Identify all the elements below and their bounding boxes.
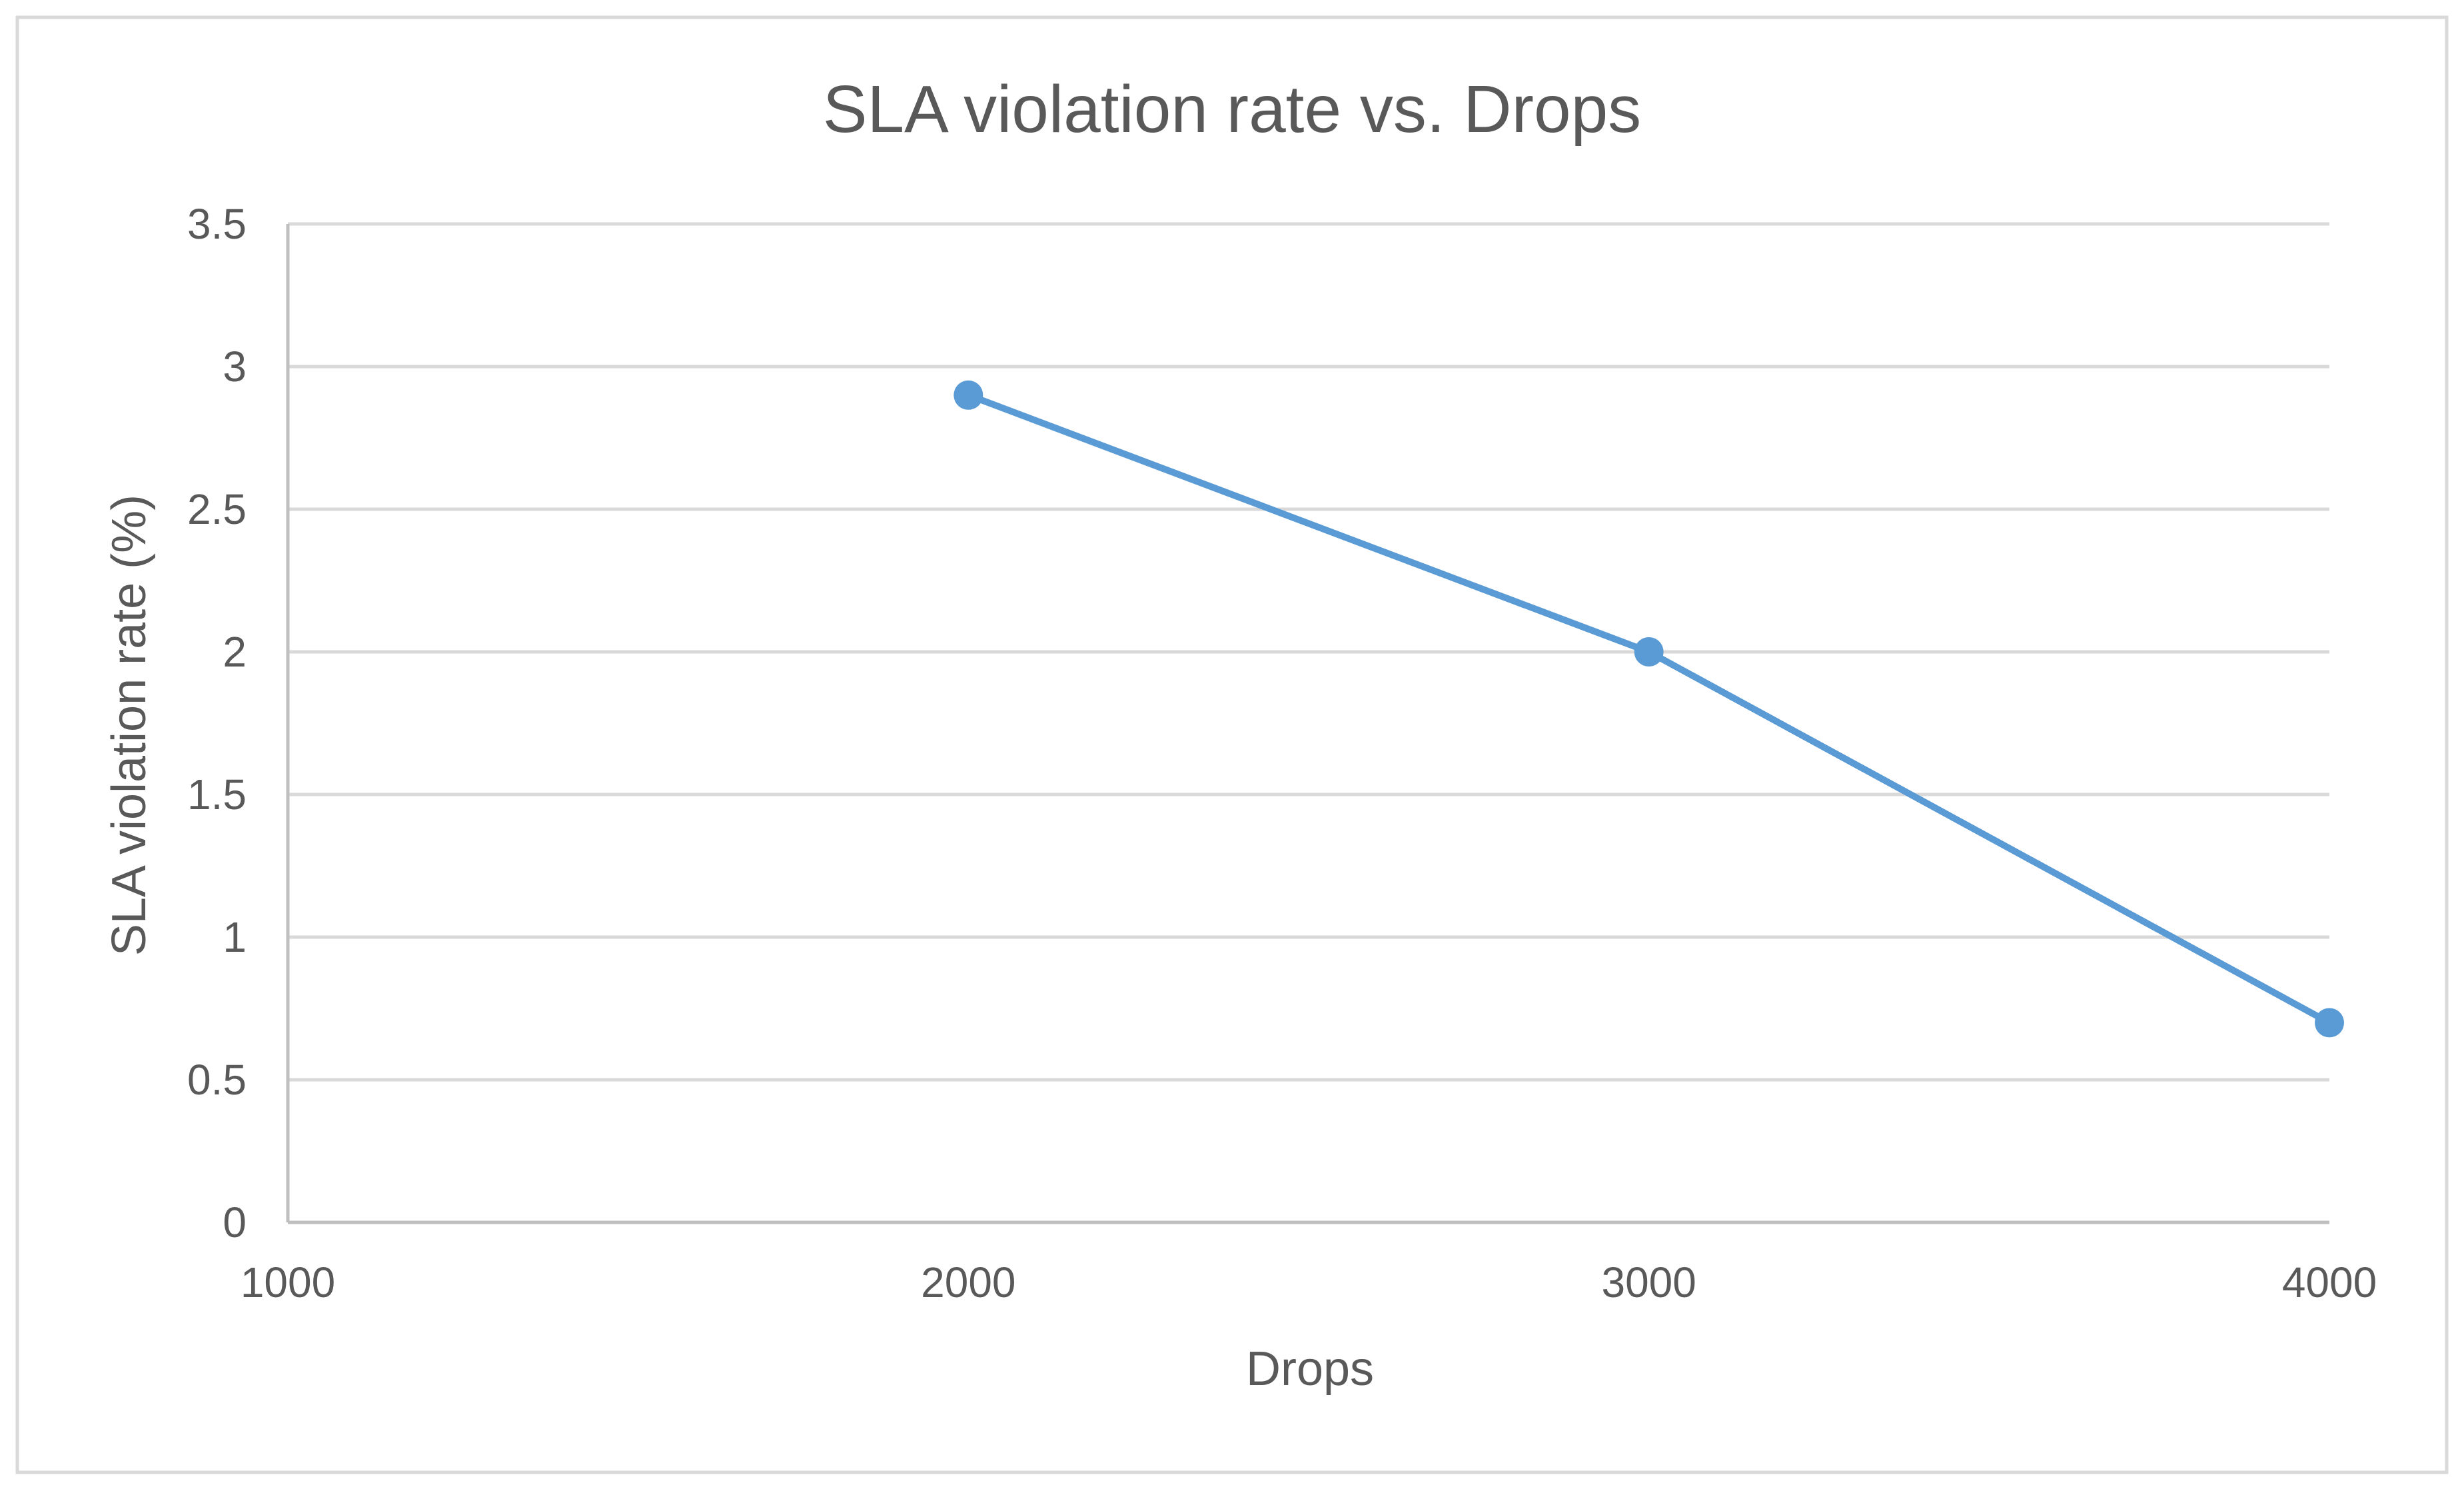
y-axis-ticks: 0 0.5 1 1.5 2 2.5 3 3.5 [187,200,247,1246]
x-tick-label: 1000 [241,1258,335,1306]
x-axis-title: Drops [1246,1342,1374,1396]
series [953,380,2344,1038]
data-point [2315,1008,2344,1038]
y-tick-label: 3.5 [187,200,247,248]
gridlines [288,222,2329,1082]
y-tick-label: 0.5 [187,1056,247,1104]
y-tick-label: 2 [223,628,247,676]
data-point [953,380,983,410]
y-tick-label: 0 [223,1198,247,1246]
x-axis-ticks: 1000 2000 3000 4000 [241,1258,2377,1306]
x-tick-label: 2000 [921,1258,1015,1306]
y-tick-label: 1.5 [187,770,247,818]
x-tick-label: 4000 [2282,1258,2377,1306]
y-tick-label: 3 [223,343,247,391]
x-tick-label: 3000 [1601,1258,1696,1306]
chart-frame [15,15,2449,1474]
y-tick-label: 1 [223,913,247,961]
data-point [1634,637,1664,667]
y-axis-title: SLA violation rate (%) [103,495,156,956]
y-tick-label: 2.5 [187,485,247,533]
chart-title: SLA violation rate vs. Drops [823,72,1641,147]
axes [286,224,2329,1224]
